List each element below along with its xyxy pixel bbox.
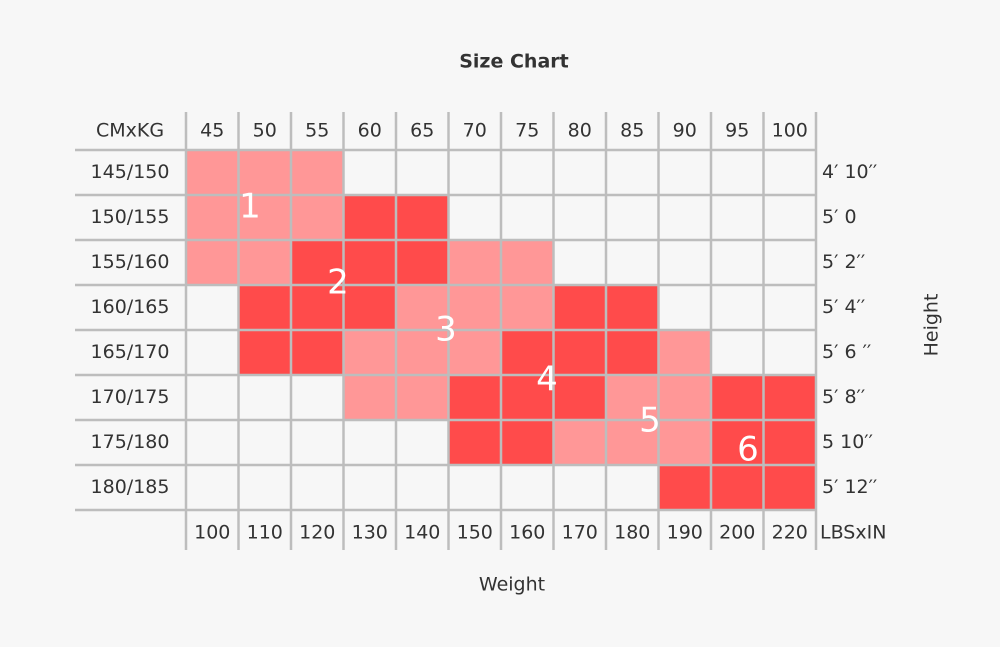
corner-label: CMxKG <box>96 120 164 142</box>
in-label: 5′ 4′′ <box>822 296 865 318</box>
cm-label: 145/150 <box>91 161 170 183</box>
zone-cell <box>343 330 501 375</box>
lbs-label: 140 <box>404 522 440 544</box>
x-axis-label: Weight <box>479 574 545 596</box>
cm-label: 165/170 <box>91 341 170 363</box>
cm-label: 180/185 <box>91 476 170 498</box>
lbs-label: 110 <box>247 522 283 544</box>
in-label: 5′ 8′′ <box>822 386 865 408</box>
zone-label: 5 <box>639 401 661 441</box>
zone-cell <box>658 465 816 510</box>
lbs-label: 190 <box>667 522 703 544</box>
zone-cell <box>238 285 396 330</box>
kg-label: 50 <box>253 120 277 142</box>
zone-label: 4 <box>536 360 558 400</box>
zone-cell <box>291 240 449 285</box>
zone-cell <box>396 285 554 330</box>
cm-label: 170/175 <box>91 386 170 408</box>
kg-label: 100 <box>772 120 808 142</box>
kg-label: 60 <box>358 120 382 142</box>
size-zone <box>343 240 554 420</box>
in-label: 5 10′′ <box>822 431 873 453</box>
kg-label: 90 <box>673 120 697 142</box>
lbs-label: 180 <box>614 522 650 544</box>
zone-label: 3 <box>435 310 457 350</box>
zone-cell <box>186 150 344 195</box>
title: Size Chart <box>459 51 569 73</box>
zone-label: 6 <box>737 430 759 470</box>
lbs-label: 220 <box>772 522 808 544</box>
kg-label: 45 <box>200 120 224 142</box>
zone-label: 2 <box>327 263 349 303</box>
lbs-label: 130 <box>352 522 388 544</box>
bottom-corner-label: LBSxIN <box>820 522 886 544</box>
in-label: 5′ 6 ′′ <box>822 341 871 363</box>
lbs-label: 100 <box>194 522 230 544</box>
lbs-label: 120 <box>299 522 335 544</box>
kg-label: 75 <box>515 120 539 142</box>
cm-label: 175/180 <box>91 431 170 453</box>
grid <box>75 112 818 550</box>
kg-label: 80 <box>568 120 592 142</box>
lbs-label: 150 <box>457 522 493 544</box>
zone-label: 1 <box>239 187 261 227</box>
zone-cell <box>448 375 606 420</box>
kg-label: 70 <box>463 120 487 142</box>
zone-cell <box>186 195 344 240</box>
cm-label: 155/160 <box>91 251 170 273</box>
lbs-label: 170 <box>562 522 598 544</box>
kg-label: 95 <box>725 120 749 142</box>
kg-label: 65 <box>410 120 434 142</box>
kg-label: 85 <box>620 120 644 142</box>
y-axis-label: Height <box>921 294 943 357</box>
in-label: 5′ 12′′ <box>822 476 877 498</box>
zone-cell <box>553 420 711 465</box>
cm-label: 160/165 <box>91 296 170 318</box>
kg-label: 55 <box>305 120 329 142</box>
lbs-label: 160 <box>509 522 545 544</box>
cm-label: 150/155 <box>91 206 170 228</box>
lbs-label: 200 <box>719 522 755 544</box>
zone-cell <box>501 330 659 375</box>
zone-cell <box>658 330 711 375</box>
in-label: 4′ 10′′ <box>822 161 877 183</box>
in-label: 5′ 0 <box>822 206 857 228</box>
in-label: 5′ 2′′ <box>822 251 865 273</box>
